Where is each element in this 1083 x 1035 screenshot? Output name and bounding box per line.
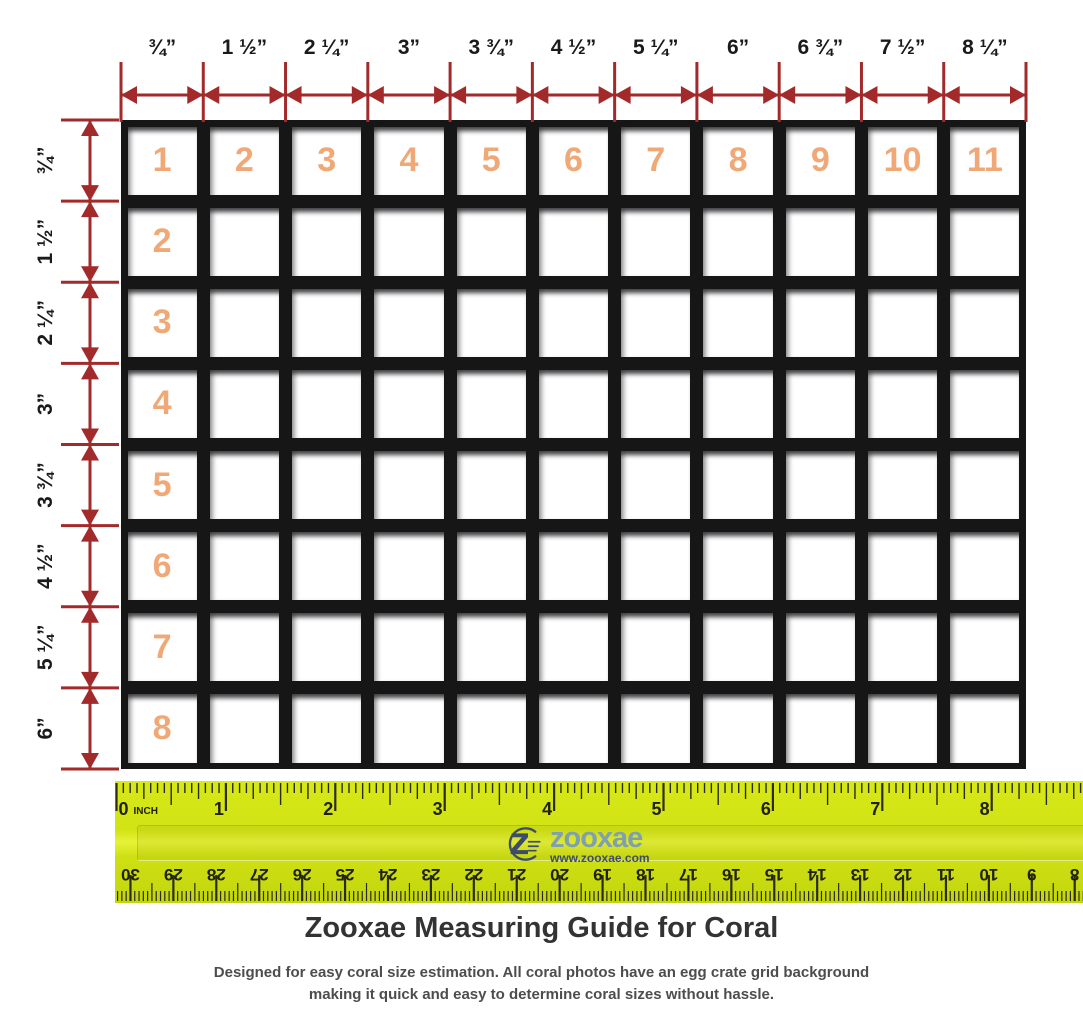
svg-text:15: 15: [765, 865, 784, 884]
svg-text:28: 28: [207, 865, 226, 884]
svg-text:23: 23: [421, 865, 440, 884]
svg-text:7: 7: [870, 799, 880, 819]
svg-text:18: 18: [636, 865, 655, 884]
svg-text:17: 17: [679, 865, 698, 884]
svg-text:3”: 3”: [398, 36, 420, 59]
svg-text:21: 21: [507, 865, 526, 884]
svg-text:3”: 3”: [34, 393, 57, 415]
svg-text:1 ½”: 1 ½”: [222, 36, 268, 59]
svg-text:5: 5: [651, 799, 661, 819]
svg-text:6: 6: [761, 799, 771, 819]
svg-text:12: 12: [894, 865, 913, 884]
svg-text:2: 2: [323, 799, 333, 819]
svg-text:9: 9: [1027, 865, 1036, 884]
svg-text:¾”: ¾”: [148, 36, 176, 59]
svg-text:6”: 6”: [34, 717, 57, 739]
svg-text:2 ¼”: 2 ¼”: [304, 36, 350, 59]
svg-text:4 ½”: 4 ½”: [551, 36, 597, 59]
svg-text:2 ¼”: 2 ¼”: [34, 300, 57, 346]
svg-text:4 ½”: 4 ½”: [34, 543, 57, 589]
svg-text:30: 30: [121, 865, 140, 884]
svg-text:8: 8: [1070, 865, 1079, 884]
svg-text:5 ¼”: 5 ¼”: [34, 625, 57, 671]
svg-text:27: 27: [250, 865, 269, 884]
svg-text:8: 8: [980, 799, 990, 819]
svg-text:11: 11: [937, 865, 955, 884]
svg-text:1: 1: [214, 799, 224, 819]
svg-text:16: 16: [722, 865, 741, 884]
svg-text:0: 0: [119, 799, 129, 819]
svg-text:6”: 6”: [727, 36, 749, 59]
svg-text:3: 3: [433, 799, 443, 819]
svg-text:26: 26: [293, 865, 312, 884]
svg-text:3 ¾”: 3 ¾”: [468, 36, 514, 59]
svg-text:24: 24: [378, 865, 397, 884]
svg-text:8 ¼”: 8 ¼”: [962, 36, 1008, 59]
svg-text:5 ¼”: 5 ¼”: [633, 36, 679, 59]
svg-text:14: 14: [807, 865, 826, 884]
svg-text:INCH: INCH: [134, 806, 158, 817]
svg-text:13: 13: [851, 865, 870, 884]
svg-text:6 ¾”: 6 ¾”: [798, 36, 844, 59]
svg-text:22: 22: [464, 865, 483, 884]
svg-text:7 ½”: 7 ½”: [880, 36, 926, 59]
svg-text:4: 4: [542, 799, 552, 819]
svg-text:29: 29: [164, 865, 183, 884]
svg-text:¾”: ¾”: [34, 147, 57, 175]
svg-text:3 ¾”: 3 ¾”: [34, 462, 57, 508]
svg-text:25: 25: [336, 865, 355, 884]
svg-text:10: 10: [979, 865, 998, 884]
svg-text:20: 20: [550, 865, 569, 884]
svg-text:19: 19: [593, 865, 612, 884]
svg-text:1 ½”: 1 ½”: [34, 219, 57, 265]
